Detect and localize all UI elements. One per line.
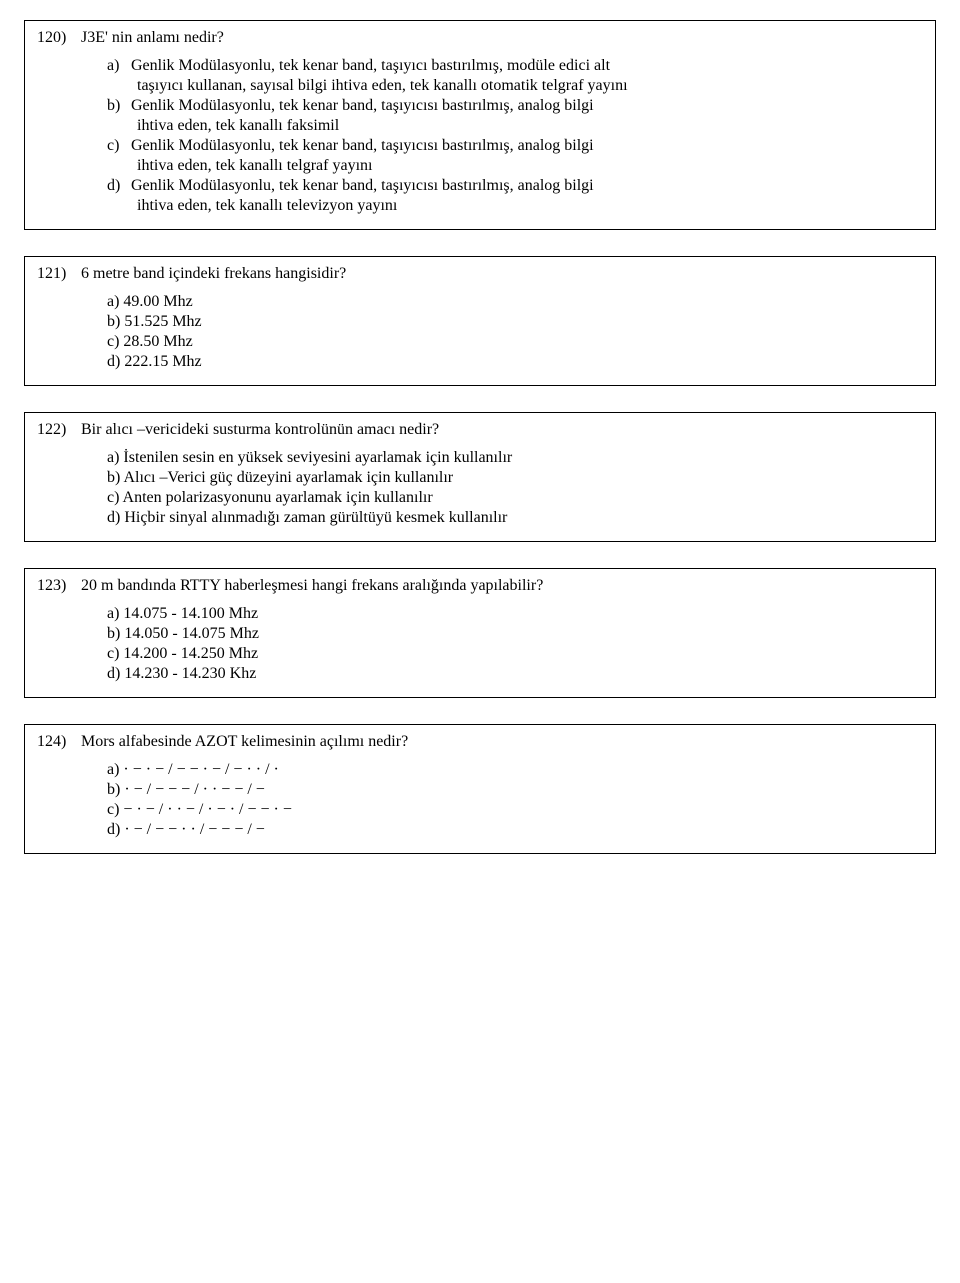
option-a: a) · − · − / − − · − / − · · / · [107,761,923,779]
option-c: c) Anten polarizasyonunu ayarlamak için … [107,489,923,507]
option-label: d) [107,177,131,195]
option-c-cont: ihtiva eden, tek kanallı telgraf yayını [107,157,923,175]
option-label: c) [107,137,131,155]
options-block: a) 49.00 Mhz b) 51.525 Mhz c) 28.50 Mhz … [37,293,923,371]
question-number: 123) [37,577,81,595]
option-d: d) 222.15 Mhz [107,353,923,371]
option-text: Genlik Modülasyonlu, tek kenar band, taş… [131,177,923,195]
question-text: Bir alıcı –vericideki susturma kontrolün… [81,421,439,439]
option-d-cont: ihtiva eden, tek kanallı televizyon yayı… [107,197,923,215]
option-c: c) 28.50 Mhz [107,333,923,351]
option-b: b) 51.525 Mhz [107,313,923,331]
option-a: a) 14.075 - 14.100 Mhz [107,605,923,623]
option-c: c) 14.200 - 14.250 Mhz [107,645,923,663]
option-b: b) 14.050 - 14.075 Mhz [107,625,923,643]
option-d: d) 14.230 - 14.230 Khz [107,665,923,683]
option-c: c) − · − / · · − / · − · / − − · − [107,801,923,819]
question-123: 123) 20 m bandında RTTY haberleşmesi han… [24,568,936,698]
question-line: 121) 6 metre band içindeki frekans hangi… [37,265,923,283]
options-block: a) İstenilen sesin en yüksek seviyesini … [37,449,923,527]
options-block: a) · − · − / − − · − / − · · / · b) · − … [37,761,923,839]
question-text: J3E' nin anlamı nedir? [81,29,224,47]
question-number: 120) [37,29,81,47]
question-text: Mors alfabesinde AZOT kelimesinin açılım… [81,733,408,751]
option-text: Genlik Modülasyonlu, tek kenar band, taş… [131,57,923,75]
question-124: 124) Mors alfabesinde AZOT kelimesinin a… [24,724,936,854]
question-120: 120) J3E' nin anlamı nedir? a) Genlik Mo… [24,20,936,230]
question-text: 20 m bandında RTTY haberleşmesi hangi fr… [81,577,543,595]
option-d: d) Genlik Modülasyonlu, tek kenar band, … [107,177,923,195]
option-b: b) Alıcı –Verici güç düzeyini ayarlamak … [107,469,923,487]
question-line: 122) Bir alıcı –vericideki susturma kont… [37,421,923,439]
question-122: 122) Bir alıcı –vericideki susturma kont… [24,412,936,542]
question-line: 124) Mors alfabesinde AZOT kelimesinin a… [37,733,923,751]
question-text: 6 metre band içindeki frekans hangisidir… [81,265,346,283]
options-block: a) Genlik Modülasyonlu, tek kenar band, … [37,57,923,215]
option-b: b) Genlik Modülasyonlu, tek kenar band, … [107,97,923,115]
option-a: a) 49.00 Mhz [107,293,923,311]
option-a: a) İstenilen sesin en yüksek seviyesini … [107,449,923,467]
option-label: b) [107,97,131,115]
option-d: d) · − / − − · · / − − − / − [107,821,923,839]
question-number: 124) [37,733,81,751]
option-b: b) · − / − − − / · · − − / − [107,781,923,799]
option-b-cont: ihtiva eden, tek kanallı faksimil [107,117,923,135]
question-line: 123) 20 m bandında RTTY haberleşmesi han… [37,577,923,595]
option-c: c) Genlik Modülasyonlu, tek kenar band, … [107,137,923,155]
options-block: a) 14.075 - 14.100 Mhz b) 14.050 - 14.07… [37,605,923,683]
question-line: 120) J3E' nin anlamı nedir? [37,29,923,47]
question-number: 122) [37,421,81,439]
option-text: Genlik Modülasyonlu, tek kenar band, taş… [131,137,923,155]
option-text: Genlik Modülasyonlu, tek kenar band, taş… [131,97,923,115]
question-number: 121) [37,265,81,283]
question-121: 121) 6 metre band içindeki frekans hangi… [24,256,936,386]
option-a: a) Genlik Modülasyonlu, tek kenar band, … [107,57,923,75]
option-a-cont: taşıyıcı kullanan, sayısal bilgi ihtiva … [107,77,923,95]
option-d: d) Hiçbir sinyal alınmadığı zaman gürült… [107,509,923,527]
option-label: a) [107,57,131,75]
